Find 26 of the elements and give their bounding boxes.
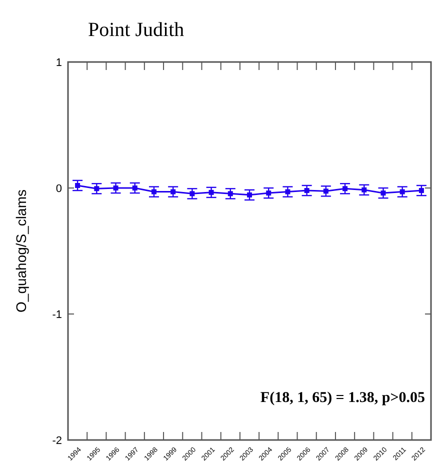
chart-title: Point Judith — [88, 19, 184, 41]
point — [151, 189, 156, 194]
annotation: F(18, 1, 65) = 1.38, p>0.05 — [260, 390, 425, 406]
point — [208, 190, 214, 195]
y-tick-label: 0 — [56, 182, 62, 195]
y-tick-label: -2 — [52, 434, 62, 447]
point — [418, 188, 424, 194]
point — [228, 191, 233, 196]
point — [75, 182, 80, 188]
point — [132, 186, 138, 190]
y-tick-label: -1 — [52, 308, 62, 321]
y-tick-label: 1 — [56, 56, 62, 69]
point — [323, 188, 328, 194]
point — [170, 189, 176, 194]
point — [94, 186, 100, 192]
point — [190, 191, 195, 196]
y-axis-title: O_quahog/S_clams — [13, 190, 29, 312]
point — [380, 190, 386, 196]
point — [266, 190, 272, 196]
point — [342, 186, 348, 192]
point — [362, 187, 367, 192]
point — [113, 186, 118, 190]
point — [285, 189, 290, 194]
point — [304, 188, 310, 194]
point — [247, 192, 252, 198]
point — [400, 189, 405, 194]
